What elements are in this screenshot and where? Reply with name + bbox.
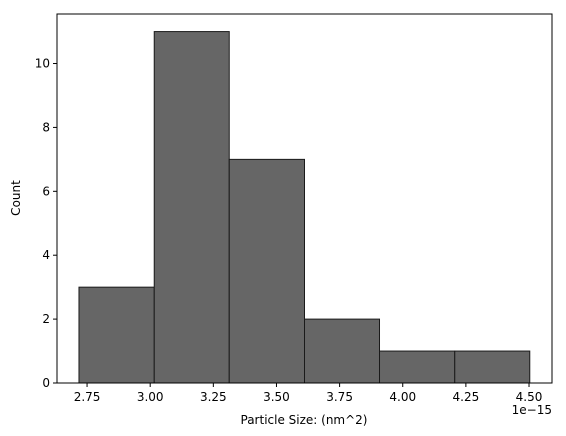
x-tick-label: 4.25 — [453, 390, 480, 404]
x-tick-label: 2.75 — [74, 390, 101, 404]
y-tick-label: 4 — [42, 248, 50, 262]
bar — [304, 318, 381, 384]
x-axis-label: Particle Size: (nm^2) — [241, 413, 368, 427]
y-tick-label: 0 — [42, 376, 50, 390]
y-tick-label: 8 — [42, 120, 50, 134]
x-tick-label: 4.00 — [389, 390, 416, 404]
x-tick-label: 4.50 — [516, 390, 543, 404]
bar — [78, 286, 155, 384]
x-tick-label: 3.25 — [200, 390, 227, 404]
bar — [379, 350, 456, 384]
bar — [228, 158, 305, 384]
plot-frame — [56, 13, 553, 384]
y-axis-label: Count — [9, 180, 23, 216]
x-tick-label: 3.00 — [137, 390, 164, 404]
y-tick-label: 10 — [35, 57, 50, 71]
y-tick-label: 6 — [42, 184, 50, 198]
bar — [153, 31, 230, 384]
x-offset-text: 1e−15 — [512, 403, 552, 417]
y-tick-label: 2 — [42, 312, 50, 326]
x-tick-label: 3.75 — [326, 390, 353, 404]
bar — [454, 350, 531, 384]
x-tick-label: 3.50 — [263, 390, 290, 404]
